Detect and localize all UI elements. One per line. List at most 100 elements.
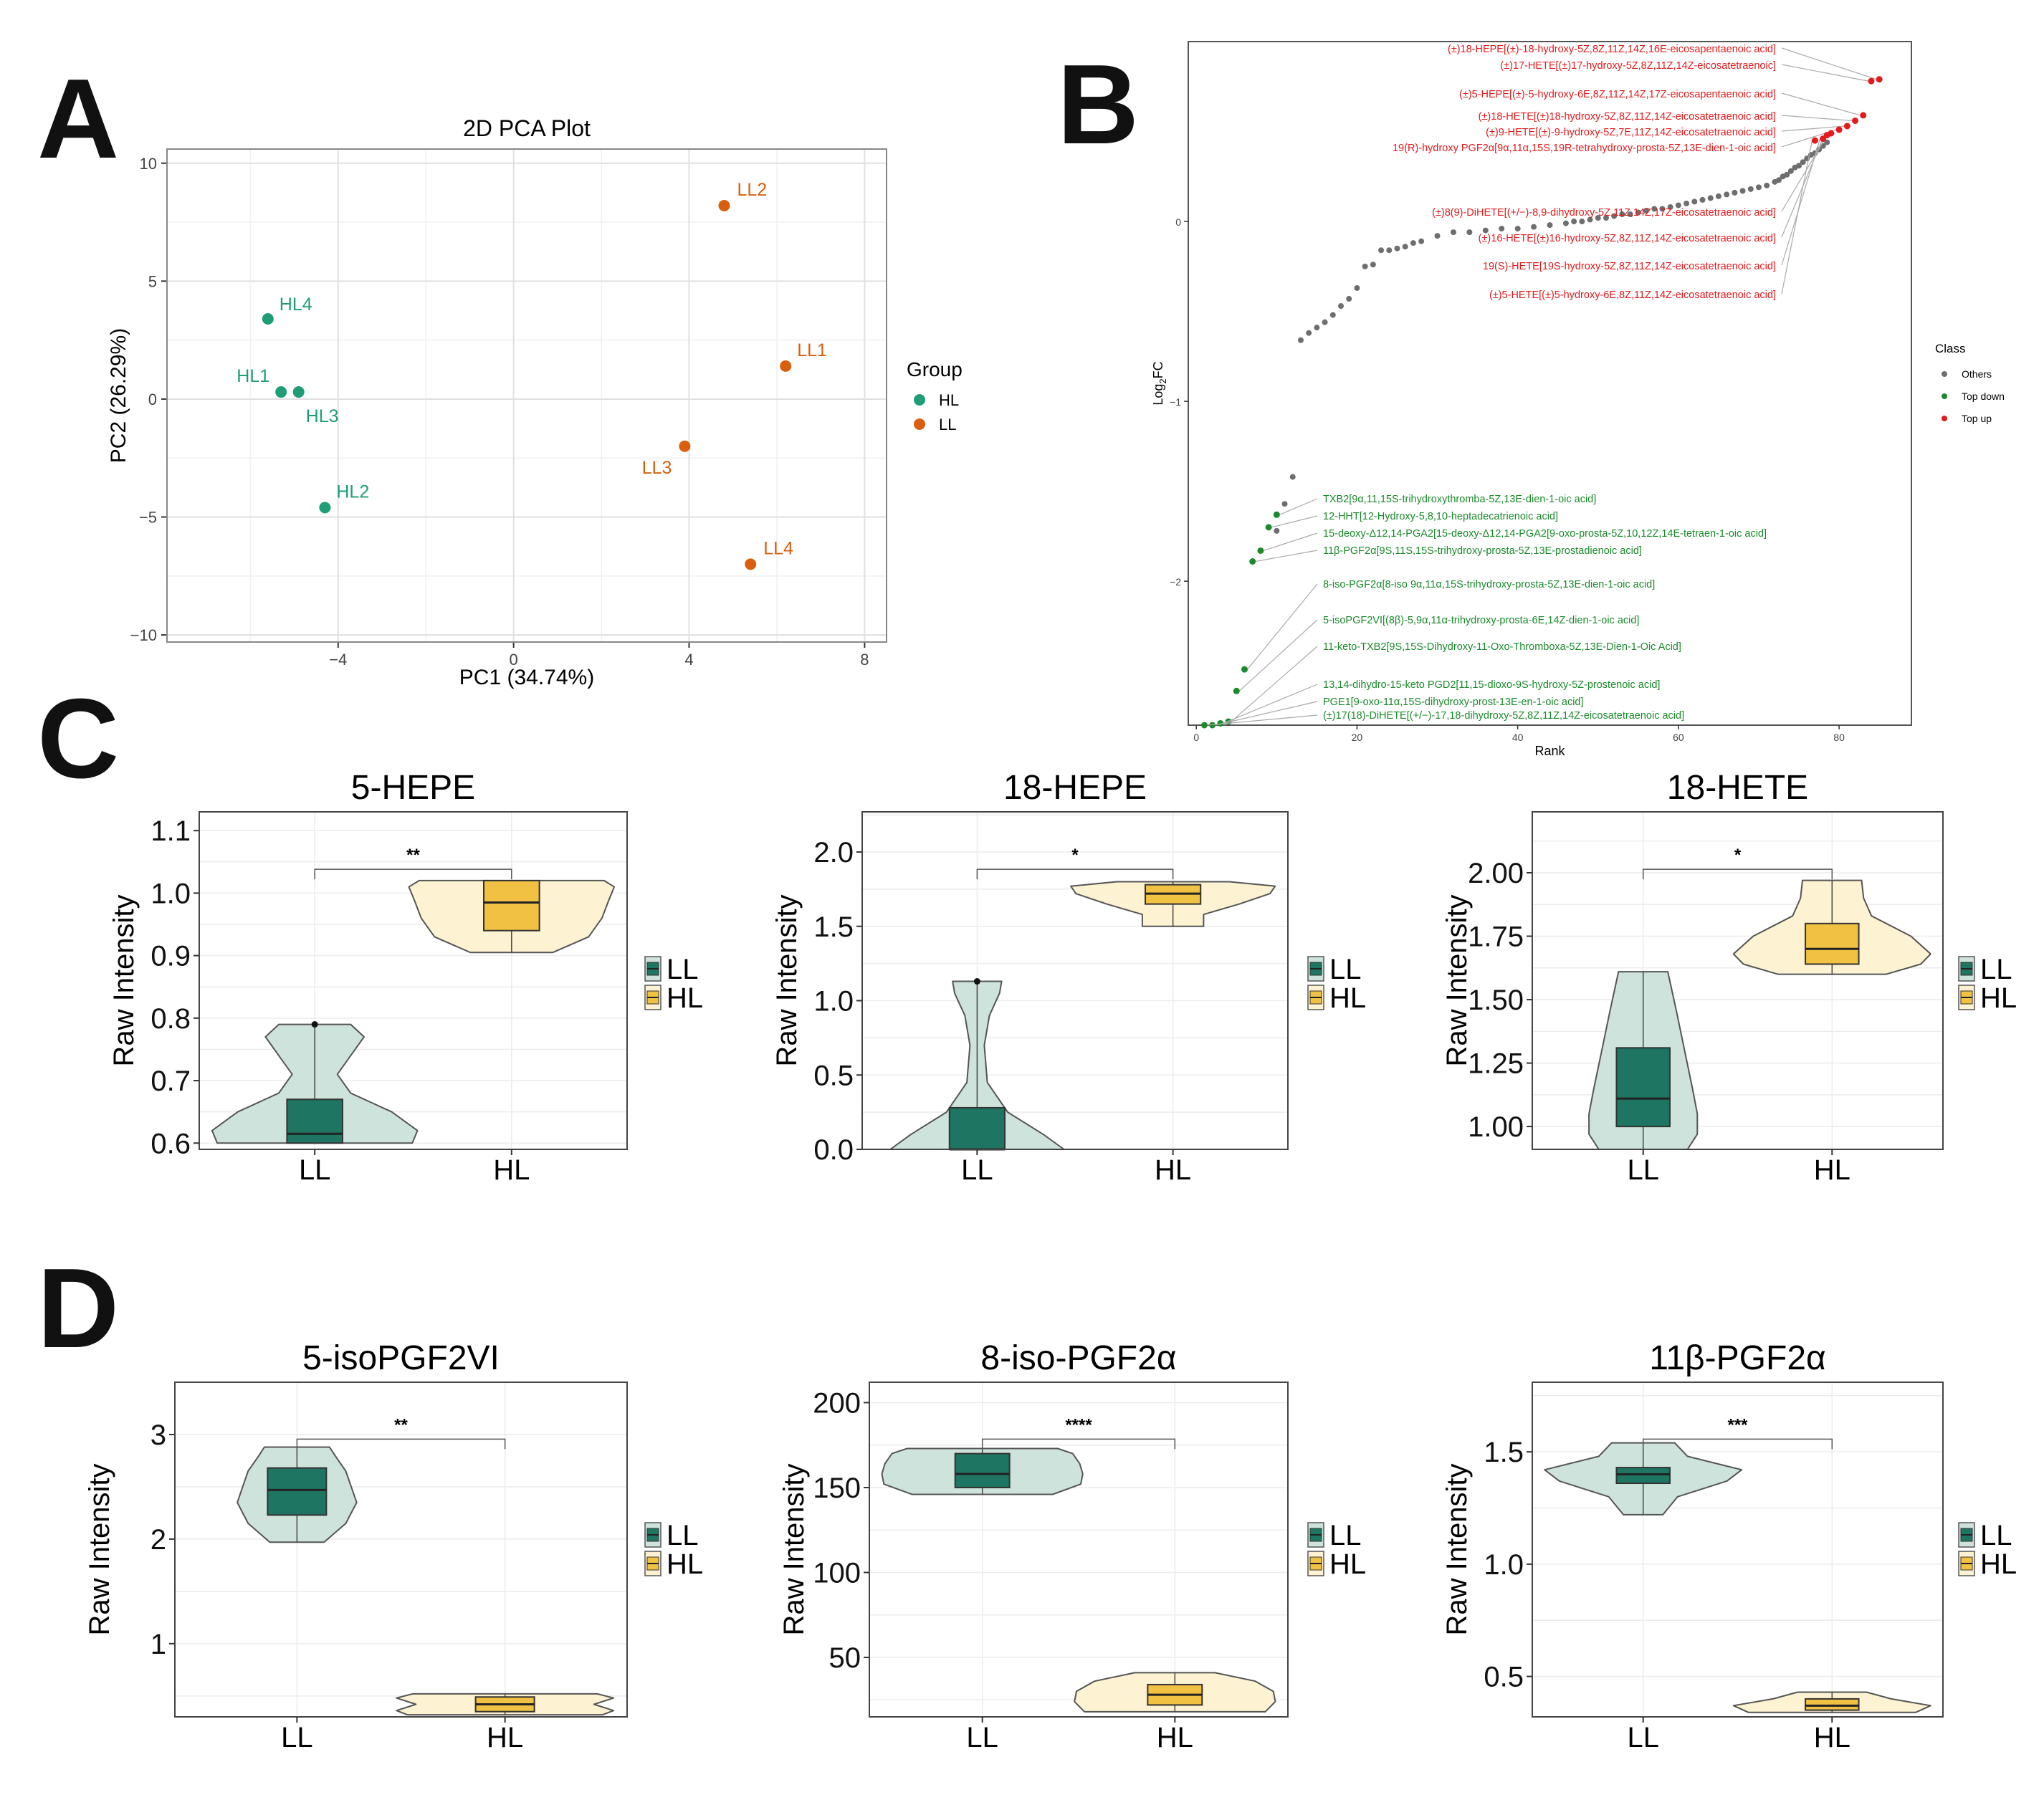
box-iqr-hl <box>1805 1698 1860 1711</box>
violin-xtick-label: LL <box>966 1722 998 1753</box>
box-iqr-ll <box>286 1098 343 1144</box>
violin-legend-label: HL <box>1980 1548 2017 1580</box>
pca-legend-title: Group <box>907 358 963 380</box>
pca-chart: −4 0 4 8 10 5 0 −5 −10 2D PCA Plot PC1 (34.74%) PC2… <box>107 115 963 689</box>
rank-point-other <box>1776 177 1782 183</box>
rank-point-other <box>1346 296 1352 302</box>
violin-plot-border <box>1532 1382 1944 1718</box>
rank-point-other <box>1784 171 1790 178</box>
rank-point-other <box>1338 303 1345 310</box>
rank-label-leader <box>1781 140 1813 295</box>
rank-label-leader <box>1781 64 1869 82</box>
pca-legend-marker <box>914 418 925 430</box>
rank-point-other <box>1667 204 1673 210</box>
rank-point-other <box>1306 330 1312 336</box>
violin-plot-border <box>861 811 1289 1150</box>
violin-xtick-label: LL <box>961 1154 993 1186</box>
rank-label-top-up: (±)18-HEPE[(±)-18-hydroxy-5Z,8Z,11Z,14Z,… <box>1448 44 1776 55</box>
violin-legend-label: LL <box>1980 954 2012 985</box>
rank-point-top-down <box>1209 722 1216 729</box>
violin-legend-label: HL <box>667 1548 703 1580</box>
rank-label-top-down: 11β-PGF2α[9S,11S,15S-trihydroxy-prosta-5… <box>1323 545 1642 557</box>
violin-xtick-label: LL <box>1627 1154 1659 1186</box>
pca-point-label: LL3 <box>642 458 672 478</box>
significance-bracket <box>1642 1438 1833 1450</box>
violin-legend-label: HL <box>1329 982 1366 1014</box>
rank-label-top-down: 5-isoPGF2VI[(8β)-5,9α,11α-trihydroxy-pro… <box>1323 615 1639 626</box>
rank-label-top-up: (±)17-HETE[(±)17-hydroxy-5Z,8Z,11Z,14Z-e… <box>1500 60 1776 72</box>
violin-plot-border <box>199 811 628 1150</box>
violin-ytick-label: 0.5 <box>813 1060 854 1091</box>
pca-legend-label: LL <box>939 416 956 434</box>
significance-bracket <box>1642 868 1833 880</box>
rank-label-leader <box>1781 92 1861 116</box>
rank-point-top-down <box>1257 547 1264 554</box>
violin-title: 18-HEPE <box>1003 769 1147 807</box>
rank-point-other <box>1289 474 1296 480</box>
rank-point-other <box>1699 196 1706 203</box>
rank-point-other <box>1595 215 1601 221</box>
rank-xtick-label: 40 <box>1512 732 1524 743</box>
pca-point-label: LL2 <box>737 180 767 200</box>
violin-ylabel: Raw Intensity <box>771 894 803 1066</box>
significance-bracket <box>296 1438 506 1450</box>
violin-ytick-label: 1.00 <box>1468 1111 1524 1143</box>
violin-title: 11β-PGF2α <box>1649 1339 1826 1377</box>
pca-point-ll2 <box>718 200 730 212</box>
pca-ytick-label: 10 <box>140 155 157 173</box>
box-iqr-hl <box>483 879 540 932</box>
violin-title: 5-isoPGF2VI <box>302 1339 500 1377</box>
pca-point-hl3 <box>292 386 305 398</box>
rank-point-other <box>1635 209 1641 216</box>
rank-label-top-up: (±)9-HETE[(±)-9-hydroxy-5Z,7E,11Z,14Z-ei… <box>1486 127 1776 138</box>
violin-ytick-label: 1 <box>151 1629 166 1660</box>
violin-plot-area <box>175 1382 627 1717</box>
significance-bracket <box>981 1438 1176 1450</box>
rank-legend-label: Top down <box>1962 391 2005 402</box>
violin-legend-label: LL <box>667 1520 699 1551</box>
pca-ytick-label: −10 <box>130 626 157 644</box>
violin-ytick-label: 0.5 <box>1484 1662 1524 1693</box>
rank-label-leader <box>1207 714 1318 726</box>
panel-letter-d: D <box>37 1245 119 1371</box>
violin-ytick-label: 1.0 <box>1484 1549 1524 1581</box>
significance-stars: * <box>1071 846 1079 865</box>
rank-point-other <box>1418 238 1425 244</box>
rank-point-other <box>1732 189 1738 196</box>
rank-point-other <box>1643 207 1650 214</box>
rank-point-top-down <box>1233 687 1240 694</box>
rank-xtick-label: 80 <box>1833 732 1845 743</box>
rank-ytick-label: 0 <box>1175 216 1181 228</box>
violin-legend-label: HL <box>1329 1548 1366 1580</box>
rank-point-other <box>1281 501 1288 507</box>
violin-plot-area <box>862 812 1288 1149</box>
violin-ytick-label: 0.7 <box>151 1066 191 1097</box>
violin-ytick-label: 2 <box>151 1524 166 1556</box>
rank-label-leader <box>1781 125 1845 132</box>
pca-point-label: HL1 <box>237 366 269 386</box>
rank-label-leader <box>1279 498 1318 515</box>
significance-stars: *** <box>1727 1415 1748 1435</box>
violin-ytick-label: 0.6 <box>151 1128 191 1159</box>
rank-label-top-down: TXB2[9α,11,15S-trihydroxythromba-5Z,13E-… <box>1323 494 1596 505</box>
pca-xtick-label: 0 <box>510 651 518 669</box>
significance-stars: **** <box>1065 1415 1092 1435</box>
rank-label-top-up: 19(R)-hydroxy PGF2α[9α,11α,15S,19R-tetra… <box>1393 143 1776 154</box>
box-iqr-ll <box>267 1467 328 1516</box>
violin-ytick-label: 1.1 <box>151 815 191 847</box>
violin-title: 5-HEPE <box>351 769 475 807</box>
significance-stars: * <box>1734 846 1742 865</box>
violin-plot-border <box>869 1382 1289 1718</box>
pca-ylabel: PC2 (26.29%) <box>107 328 130 463</box>
rank-label-top-down: 13,14-dihydro-15-keto PGD2[11,15-dioxo-9… <box>1323 679 1660 691</box>
rank-point-other <box>1297 337 1304 343</box>
rank-legend-label: Others <box>1962 368 1992 380</box>
pca-plot-area <box>167 149 887 642</box>
rank-point-other <box>1715 193 1721 199</box>
rank-point-other <box>1611 213 1618 219</box>
rank-xlabel: Rank <box>1534 744 1565 758</box>
rank-point-other <box>1547 222 1553 229</box>
rank-point-top-up <box>1860 112 1867 119</box>
